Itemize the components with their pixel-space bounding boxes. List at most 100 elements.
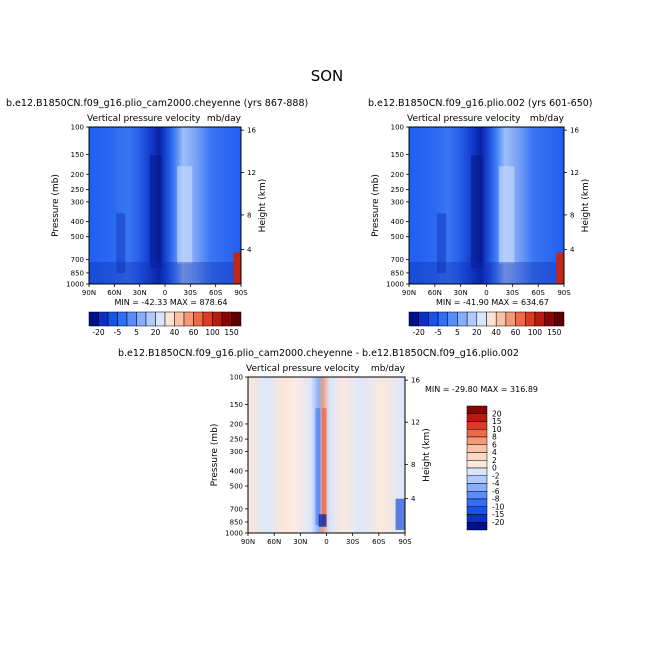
colorbar-swatch <box>136 311 147 327</box>
colorbar-swatch <box>212 311 223 327</box>
colorbar-label: -5 <box>434 328 442 337</box>
y-right-tick-label: 12 <box>247 169 256 177</box>
colorbar-swatch <box>145 311 156 327</box>
y-right-axis-label: Height (km) <box>581 179 591 233</box>
panel-subtitle: Vertical pressure velocity <box>246 364 360 374</box>
contour-band <box>318 514 327 527</box>
y-tick-label: 100 <box>230 374 243 382</box>
y-tick-label: 100 <box>391 124 404 132</box>
colorbar-swatch <box>428 311 439 327</box>
x-tick-label: 30S <box>346 538 360 546</box>
colorbar-swatch <box>495 311 507 327</box>
colorbar-label: 60 <box>511 328 521 337</box>
colorbar-swatch <box>476 311 487 327</box>
x-tick-label: 90S <box>557 289 571 297</box>
colorbar-swatch <box>486 311 497 327</box>
y-right-tick-label: 16 <box>570 127 579 135</box>
colorbar-swatch <box>466 522 488 531</box>
colorbar-swatch <box>466 514 488 523</box>
y-tick-label: 150 <box>71 151 84 159</box>
colorbar-label: 5 <box>455 328 460 337</box>
y-right-tick-label: 4 <box>411 495 416 503</box>
panel-subtitle: Vertical pressure velocity <box>407 114 521 124</box>
colorbar-right: -20 -5 5 20 40 60 100 150 <box>408 311 565 337</box>
contour-band <box>436 213 447 274</box>
colorbar-swatch <box>466 444 488 453</box>
colorbar-label: 2 <box>492 456 497 465</box>
y-tick-label: 850 <box>71 269 84 277</box>
colorbar-swatch <box>231 311 242 327</box>
x-tick-label: 60N <box>267 538 281 546</box>
colorbar-label: 4 <box>492 448 497 457</box>
colorbar-label: 20 <box>472 328 482 337</box>
x-tick-label: 90N <box>241 538 255 546</box>
panel-subtitle: Vertical pressure velocity <box>87 114 201 124</box>
colorbar-swatch <box>126 311 137 327</box>
colorbar-swatch <box>202 311 213 327</box>
colorbar-label: -15 <box>492 510 504 519</box>
panel-units: mb/day <box>207 114 242 124</box>
y-tick-label: 700 <box>71 256 84 264</box>
colorbar-label: 40 <box>491 328 501 337</box>
y-tick-label: 1000 <box>386 281 404 289</box>
y-tick-label: 500 <box>230 483 243 491</box>
colorbar-label: 15 <box>492 417 502 426</box>
y-tick-label: 1000 <box>66 281 84 289</box>
colorbar-swatch <box>98 311 109 327</box>
colorbar-swatch <box>554 311 565 327</box>
x-tick-label: 0 <box>484 289 488 297</box>
colorbar-label: -5 <box>114 328 122 337</box>
colorbar-swatch <box>466 491 488 500</box>
y-right-tick-label: 4 <box>570 246 575 254</box>
colorbar-label: -6 <box>492 487 500 496</box>
colorbar-swatch <box>418 311 429 327</box>
contour-band <box>116 213 126 274</box>
contour-band <box>149 155 162 269</box>
colorbar-swatch <box>437 311 448 327</box>
colorbar-swatch <box>525 311 536 327</box>
contour-band <box>233 252 241 284</box>
colorbar-label: -10 <box>492 502 504 511</box>
y-tick-label: 1000 <box>225 530 243 538</box>
y-right-tick-label: 8 <box>411 461 415 469</box>
colorbar-swatch <box>466 498 488 507</box>
colorbar-label: -20 <box>413 328 425 337</box>
colorbar-swatch <box>117 311 128 327</box>
x-tick-label: 30N <box>133 289 147 297</box>
colorbar-swatch <box>515 311 526 327</box>
contour-band <box>315 408 321 526</box>
colorbar-label: 150 <box>547 328 562 337</box>
colorbar-swatch <box>534 311 545 327</box>
colorbar-swatch <box>408 311 419 327</box>
colorbar-swatch <box>466 467 488 476</box>
x-tick-label: 30N <box>454 289 468 297</box>
y-tick-label: 850 <box>391 269 404 277</box>
y-right-tick-label: 4 <box>247 246 252 254</box>
colorbar-label: 150 <box>224 328 239 337</box>
y-tick-label: 700 <box>391 256 404 264</box>
colorbar-swatch <box>164 311 175 327</box>
x-tick-label: 90N <box>402 289 416 297</box>
y-tick-label: 200 <box>230 420 243 428</box>
contour-band <box>89 262 241 284</box>
page-title: SON <box>310 67 344 85</box>
x-tick-label: 60S <box>372 538 386 546</box>
y-right-tick-label: 16 <box>247 127 256 135</box>
colorbar-swatch <box>447 311 458 327</box>
colorbar-label: -2 <box>492 471 500 480</box>
y-right-tick-label: 12 <box>570 169 579 177</box>
panel-units: mb/day <box>371 364 406 374</box>
colorbar-label: 5 <box>134 328 139 337</box>
colorbar-swatch <box>466 311 478 327</box>
colorbar-label: 0 <box>492 464 497 473</box>
colorbar-swatch <box>466 483 488 492</box>
y-tick-label: 300 <box>71 198 84 206</box>
colorbar-left: -20 -5 5 20 40 60 100 150 <box>88 311 242 337</box>
colorbar-swatch <box>457 311 468 327</box>
min-max-stats: MIN = -29.80 MAX = 316.89 <box>425 385 538 394</box>
colorbar-label: 100 <box>205 328 220 337</box>
colorbar-label: -8 <box>492 495 500 504</box>
x-tick-label: 90S <box>234 289 248 297</box>
